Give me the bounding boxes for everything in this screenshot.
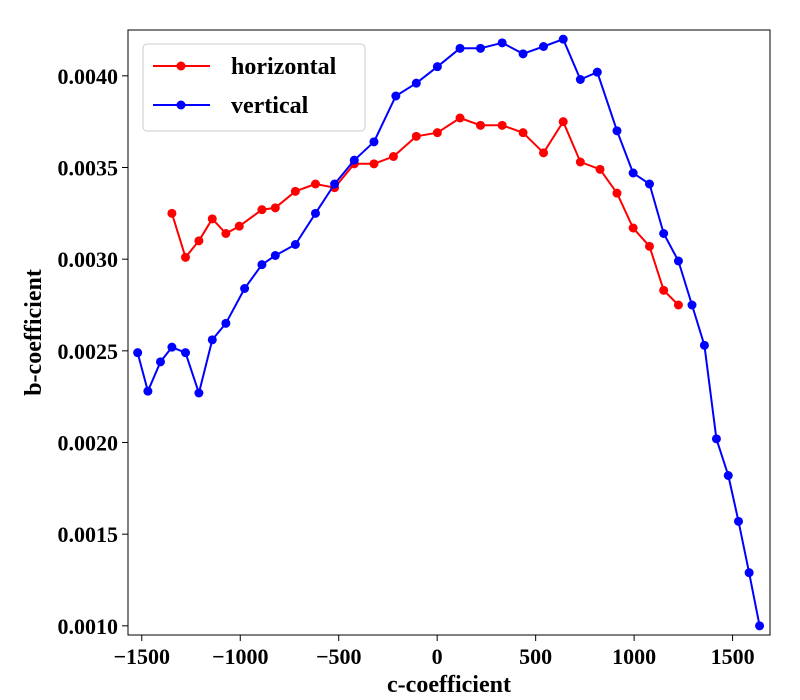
data-point-horizontal [659,285,669,295]
data-point-vertical [257,260,267,270]
data-point-vertical [310,208,320,218]
data-point-vertical [167,342,177,352]
x-tick-label: 1500 [711,644,755,669]
data-point-horizontal [411,131,421,141]
data-point-horizontal [518,128,528,138]
data-point-horizontal [612,188,622,198]
legend-marker-horizontal [176,61,186,71]
data-point-horizontal [628,223,638,233]
data-point-vertical [575,75,585,84]
data-point-horizontal [181,252,191,262]
data-point-vertical [673,256,683,266]
data-point-vertical [699,340,709,350]
data-point-vertical [687,300,697,310]
data-point-vertical [558,34,568,44]
data-point-vertical [270,251,280,260]
y-tick-label: 0.0025 [58,339,119,364]
data-point-horizontal [257,205,267,215]
data-point-horizontal [310,179,320,189]
data-point-vertical [194,388,204,398]
data-point-vertical [240,284,250,293]
data-point-horizontal [476,120,486,130]
legend-label-horizontal: horizontal [231,54,337,80]
data-point-vertical [755,621,765,631]
x-tick-label: −500 [316,644,362,669]
data-point-vertical [592,67,602,77]
data-point-horizontal [673,300,683,310]
data-point-vertical [290,240,300,249]
data-point-horizontal [455,113,465,123]
data-point-horizontal [167,208,177,218]
data-point-vertical [155,357,165,367]
data-point-horizontal [595,164,605,174]
data-point-horizontal [270,203,280,213]
y-tick-label: 0.0020 [58,431,119,456]
data-point-vertical [539,42,549,51]
legend-item-horizontal: horizontal [153,54,337,80]
data-point-vertical [143,386,153,396]
data-point-horizontal [497,120,507,130]
data-point-horizontal [388,152,398,161]
series-layer [133,34,765,631]
legend-item-vertical: vertical [153,93,309,119]
data-point-vertical [644,179,654,189]
data-point-horizontal [432,128,442,138]
x-tick-label: 1000 [612,644,656,669]
data-point-vertical [349,155,359,165]
x-tick-label: −1500 [114,644,171,669]
data-point-vertical [518,49,528,59]
data-point-horizontal [539,148,549,158]
data-point-vertical [207,335,217,345]
y-axis: 0.0010 0.0015 0.0020 0.0025 0.0030 0.0035 0.00… [58,64,128,639]
data-point-vertical [744,568,754,578]
series-vertical [133,34,765,631]
data-point-horizontal [221,229,231,238]
data-point-horizontal [194,236,204,246]
x-tick-label: 500 [519,644,552,669]
data-point-vertical [221,318,231,328]
legend: horizontal vertical [142,43,366,132]
y-axis-label: b-coefficient [21,269,47,396]
data-point-vertical [411,78,421,88]
data-point-vertical [723,471,733,480]
data-point-vertical [432,62,442,72]
data-point-vertical [659,229,669,238]
series-line-horizontal [170,117,680,306]
data-point-horizontal [644,241,654,251]
x-axis: −1500 −1000 −500 0 500 1000 1500 [114,635,755,669]
data-point-vertical [391,91,401,101]
y-tick-label: 0.0040 [58,64,119,89]
y-tick-label: 0.0010 [58,614,119,639]
series-horizontal [167,113,683,310]
data-point-vertical [455,43,465,53]
data-point-vertical [733,516,743,526]
data-point-horizontal [369,159,379,169]
data-point-vertical [711,434,721,444]
data-point-vertical [628,168,638,178]
data-point-vertical [330,179,340,189]
data-point-horizontal [290,186,300,196]
data-point-vertical [612,126,622,136]
data-point-vertical [181,348,191,358]
axes-frame [127,29,771,636]
x-axis-label: c-coefficient [387,672,511,698]
y-tick-label: 0.0015 [58,522,119,547]
y-tick-label: 0.0030 [58,247,119,272]
data-point-horizontal [234,221,244,231]
data-point-vertical [369,137,379,147]
data-point-horizontal [558,117,568,127]
data-point-vertical [476,43,486,53]
legend-marker-vertical [176,100,186,110]
data-point-horizontal [207,214,217,224]
data-point-vertical [497,38,507,48]
legend-label-vertical: vertical [231,93,309,119]
x-tick-label: 0 [432,644,443,669]
y-tick-label: 0.0035 [58,156,119,181]
data-point-vertical [133,348,143,358]
data-point-horizontal [575,157,585,167]
x-tick-label: −1000 [212,644,269,669]
